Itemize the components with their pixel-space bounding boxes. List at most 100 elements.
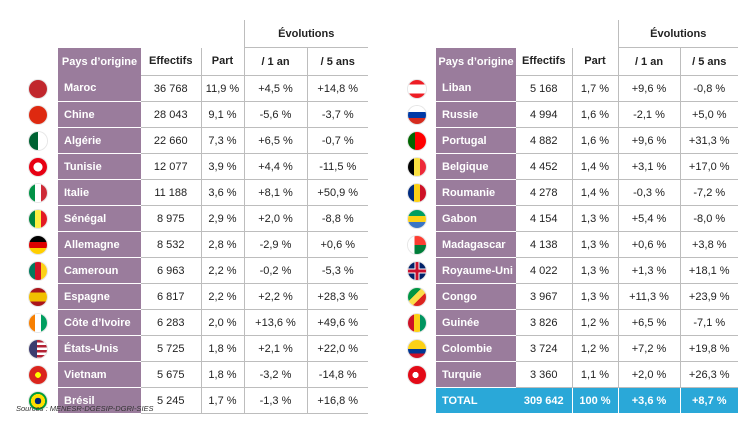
effectifs-cell: 36 768 <box>141 75 201 102</box>
effectifs-cell: 5 675 <box>141 361 201 388</box>
part-cell: 2,8 % <box>200 231 244 258</box>
five-years-cell: +49,6 % <box>306 309 369 336</box>
part-header: Part <box>571 47 618 76</box>
part-cell: 1,2 % <box>571 309 618 336</box>
effectifs-cell: 22 660 <box>141 127 201 154</box>
country-name: Chine <box>58 101 141 128</box>
table-row: Roumanie 4 278 1,4 % -0,3 % -7,2 % <box>398 179 739 206</box>
table-row: Liban 5 168 1,7 % +9,6 % -0,8 % <box>398 75 739 102</box>
five-years-cell: +23,9 % <box>679 283 739 310</box>
flag-vietnam-icon <box>29 365 47 384</box>
flag-senegal-icon <box>29 209 47 228</box>
flag-cell <box>398 76 436 102</box>
one-year-cell: +4,5 % <box>243 75 307 102</box>
table-row: Portugal 4 882 1,6 % +9,6 % +31,3 % <box>398 127 739 154</box>
part-cell: 1,7 % <box>571 75 618 102</box>
effectifs-cell: 3 724 <box>516 335 572 362</box>
flag-gabon-icon <box>408 209 426 228</box>
part-cell: 1,6 % <box>571 127 618 154</box>
country-name: États-Unis <box>58 335 141 362</box>
flag-germany-icon <box>29 235 47 254</box>
part-cell: 1,1 % <box>571 361 618 388</box>
five-years-cell: -14,8 % <box>306 361 369 388</box>
flag-belgium-icon <box>408 157 426 176</box>
part-cell: 1,3 % <box>571 283 618 310</box>
five-years-cell: -0,7 % <box>306 127 369 154</box>
flag-cell <box>18 258 58 284</box>
flag-turkey-icon <box>408 365 426 384</box>
part-cell: 1,2 % <box>571 335 618 362</box>
effectifs-cell: 4 022 <box>516 257 572 284</box>
total-five-years: +8,7 % <box>679 387 739 413</box>
table-row: Royaume-Uni 4 022 1,3 % +1,3 % +18,1 % <box>398 257 739 284</box>
country-name: Portugal <box>436 127 516 154</box>
flag-colombia-icon <box>408 339 426 358</box>
country-name: Cameroun <box>58 257 141 284</box>
five-years-cell: +14,8 % <box>306 75 369 102</box>
evolutions-header: Évolutions <box>617 20 739 48</box>
country-name: Colombie <box>436 335 516 362</box>
flag-cell <box>18 362 58 388</box>
country-name: Madagascar <box>436 231 516 258</box>
five-years-cell: +0,6 % <box>306 231 369 258</box>
country-name: Gabon <box>436 205 516 232</box>
five-years-cell: +28,3 % <box>306 283 369 310</box>
effectifs-cell: 4 452 <box>516 153 572 180</box>
effectifs-cell: 5 168 <box>516 75 572 102</box>
one-year-cell: +3,1 % <box>617 153 680 180</box>
country-name: Sénégal <box>58 205 141 232</box>
country-name: Brésil <box>58 387 141 414</box>
five-years-cell: +3,8 % <box>679 231 739 258</box>
country-header: Pays d’origine <box>58 47 141 76</box>
part-cell: 1,8 % <box>200 361 244 388</box>
one-year-cell: +2,2 % <box>243 283 307 310</box>
part-header: Part <box>200 47 244 76</box>
flag-portugal-icon <box>408 131 426 150</box>
five-years-cell: +22,0 % <box>306 335 369 362</box>
flag-italy-icon <box>29 183 47 202</box>
five-years-header: / 5 ans <box>306 47 369 76</box>
effectifs-cell: 3 360 <box>516 361 572 388</box>
total-effectifs: 309 642 <box>516 387 572 413</box>
effectifs-cell: 4 994 <box>516 101 572 128</box>
five-years-cell: +26,3 % <box>679 361 739 388</box>
effectifs-header: Effectifs <box>141 47 201 76</box>
flag-cell <box>398 336 436 362</box>
flag-cell <box>18 232 58 258</box>
flag-cell <box>18 310 58 336</box>
total-one-year: +3,6 % <box>617 387 680 413</box>
part-cell: 3,6 % <box>200 179 244 206</box>
flag-cell <box>18 284 58 310</box>
part-cell: 11,9 % <box>200 75 244 102</box>
table-row: Allemagne 8 532 2,8 % -2,9 % +0,6 % <box>18 231 369 258</box>
flag-cell <box>18 336 58 362</box>
flag-cell <box>398 310 436 336</box>
one-year-cell: +9,6 % <box>617 127 680 154</box>
flag-cell <box>398 258 436 284</box>
flag-cell <box>398 154 436 180</box>
flag-tunisia-icon <box>29 157 47 176</box>
left-table: Évolutions Pays d’origine Effectifs Part… <box>18 20 369 414</box>
part-cell: 1,4 % <box>571 179 618 206</box>
table-row: Chine 28 043 9,1 % -5,6 % -3,7 % <box>18 101 369 128</box>
flag-russia-icon <box>408 105 426 124</box>
table-row: Madagascar 4 138 1,3 % +0,6 % +3,8 % <box>398 231 739 258</box>
effectifs-cell: 6 963 <box>141 257 201 284</box>
one-year-cell: +8,1 % <box>243 179 307 206</box>
table-row: Maroc 36 768 11,9 % +4,5 % +14,8 % <box>18 75 369 102</box>
table-row: Belgique 4 452 1,4 % +3,1 % +17,0 % <box>398 153 739 180</box>
one-year-cell: +7,2 % <box>617 335 680 362</box>
table-row: Russie 4 994 1,6 % -2,1 % +5,0 % <box>398 101 739 128</box>
flag-uk-icon <box>408 261 426 280</box>
table-row: Italie 11 188 3,6 % +8,1 % +50,9 % <box>18 179 369 206</box>
five-years-cell: -3,7 % <box>306 101 369 128</box>
part-cell: 1,6 % <box>571 101 618 128</box>
flag-congo-icon <box>408 287 426 306</box>
one-year-cell: +6,5 % <box>617 309 680 336</box>
effectifs-cell: 12 077 <box>141 153 201 180</box>
five-years-cell: -11,5 % <box>306 153 369 180</box>
part-cell: 2,2 % <box>200 283 244 310</box>
five-years-cell: -8,8 % <box>306 205 369 232</box>
one-year-cell: +2,0 % <box>243 205 307 232</box>
five-years-cell: +31,3 % <box>679 127 739 154</box>
